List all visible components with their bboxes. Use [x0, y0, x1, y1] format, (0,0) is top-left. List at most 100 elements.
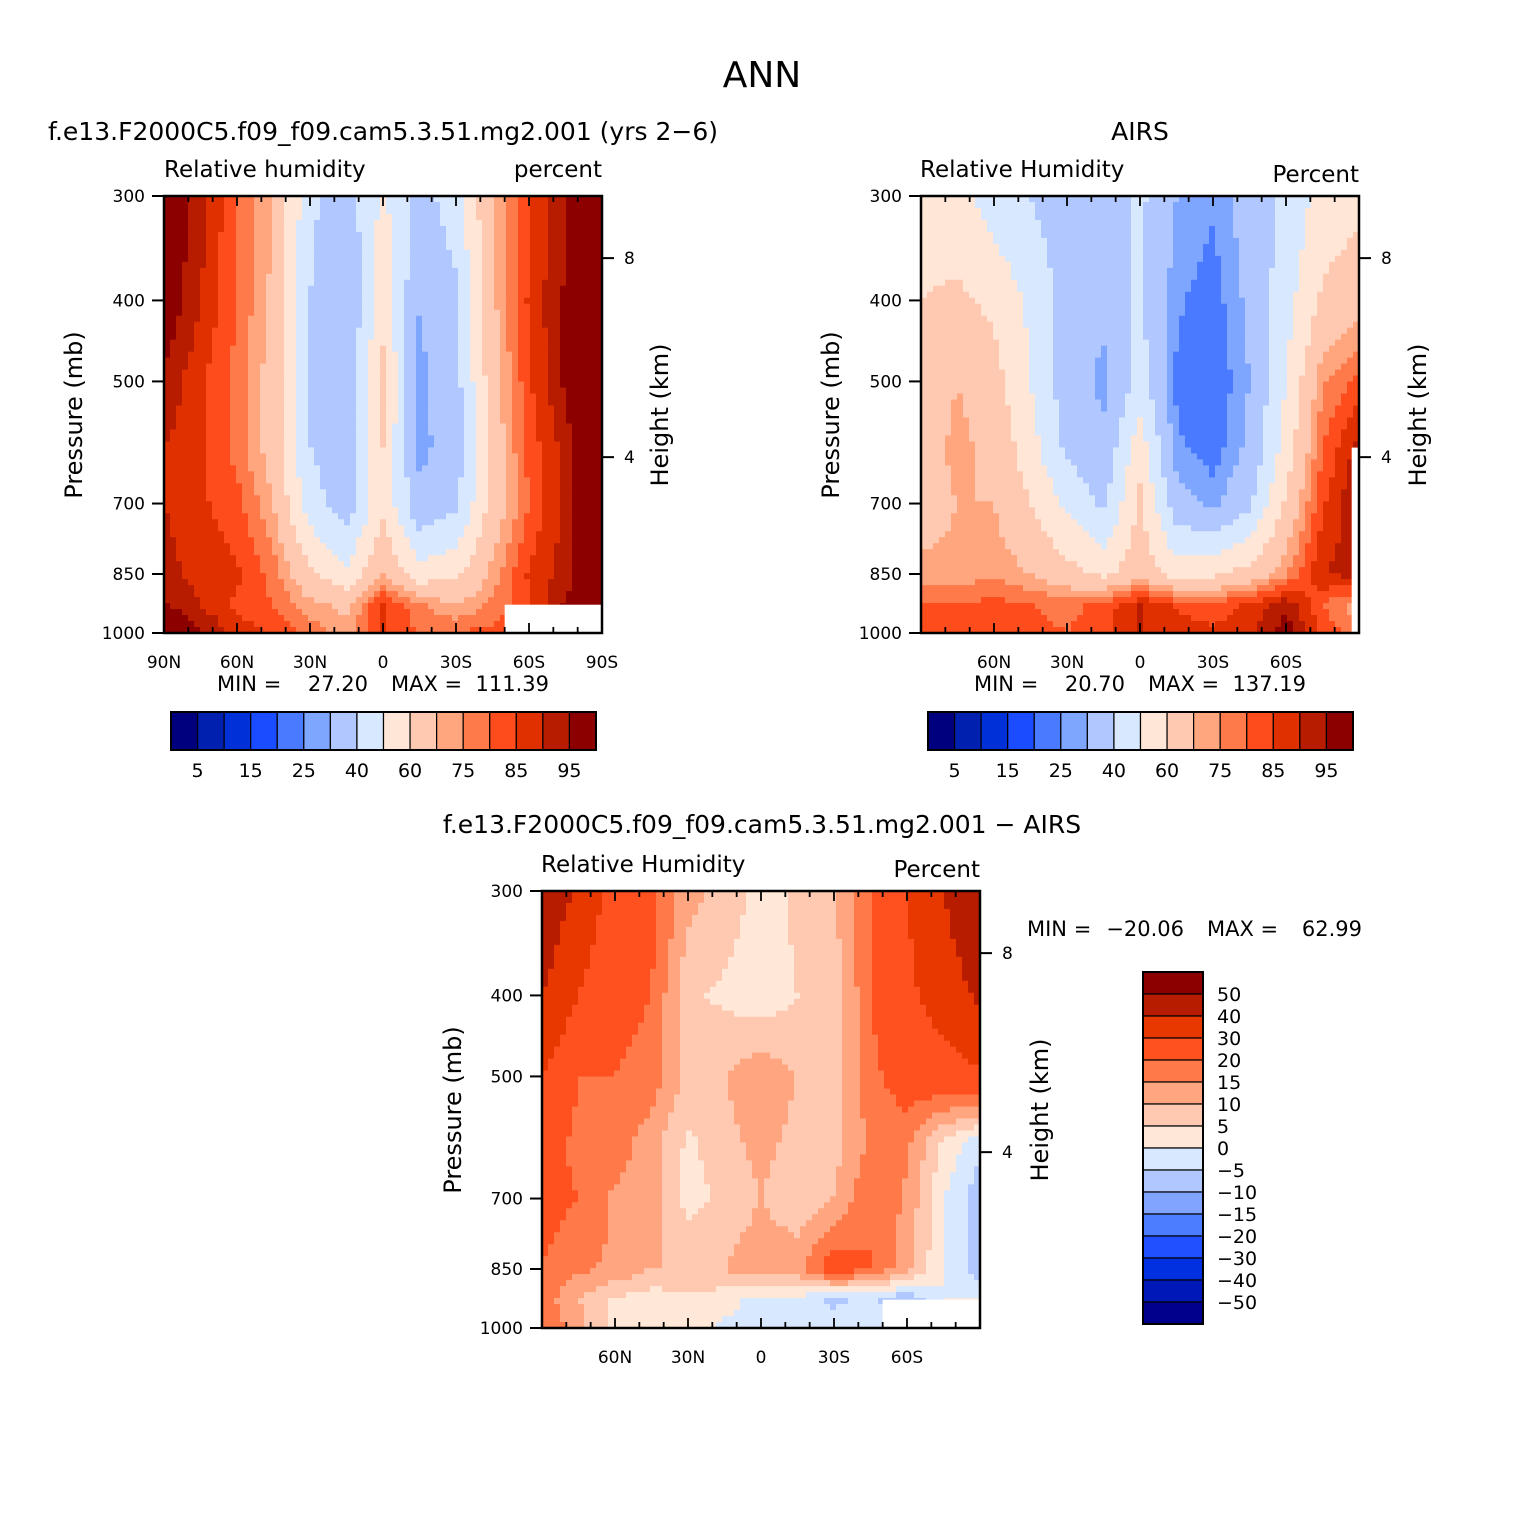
contour-cell [458, 591, 465, 598]
contour-cell [488, 333, 495, 341]
contour-cell [200, 237, 207, 245]
contour-cell [284, 297, 291, 305]
contour-cell [320, 465, 327, 472]
contour-cell [572, 441, 579, 449]
contour-cell [494, 561, 501, 568]
contour-cell [374, 477, 381, 484]
contour-cell [164, 363, 171, 371]
contour-cell [446, 549, 453, 556]
contour-cell [218, 567, 225, 574]
contour-cell [530, 393, 537, 401]
contour-cell [338, 597, 345, 604]
contour-cell [164, 351, 171, 359]
contour-cell [506, 435, 513, 443]
contour-cell [224, 501, 231, 508]
contour-cell [440, 417, 447, 425]
contour-cell [164, 213, 171, 221]
contour-cell [278, 381, 285, 389]
contour-cell [518, 495, 525, 502]
contour-cell [314, 567, 321, 574]
contour-cell [506, 231, 513, 239]
contour-cell [362, 459, 369, 466]
contour-cell [302, 303, 309, 311]
contour-cell [416, 207, 423, 215]
contour-cell [398, 483, 405, 490]
contour-cell [230, 249, 237, 257]
contour-cell [416, 399, 423, 407]
contour-cell [584, 597, 591, 604]
contour-cell [362, 423, 369, 431]
contour-cell [506, 507, 513, 514]
contour-cell [488, 249, 495, 257]
contour-cell [434, 507, 441, 514]
contour-cell [410, 201, 417, 209]
contour-cell [410, 513, 417, 520]
contour-cell [212, 285, 219, 293]
contour-cell [326, 477, 333, 484]
contour-cell [392, 381, 399, 389]
contour-cell [326, 543, 333, 550]
contour-cell [440, 351, 447, 359]
contour-cell [164, 447, 171, 455]
contour-cell [446, 225, 453, 233]
contour-cell [392, 291, 399, 299]
contour-cell [332, 219, 339, 227]
contour-cell [572, 339, 579, 347]
contour-cell [296, 291, 303, 299]
contour-cell [200, 255, 207, 263]
contour-cell [488, 585, 495, 592]
contour-cell [296, 537, 303, 544]
contour-cell [422, 279, 429, 287]
contour-cell [266, 285, 273, 293]
contour-cell [560, 285, 567, 293]
contour-cell [398, 201, 405, 209]
contour-cell [356, 243, 363, 251]
contour-cell [590, 351, 597, 359]
contour-cell [230, 255, 237, 263]
contour-cell [536, 351, 543, 359]
contour-cell [452, 543, 459, 550]
contour-cell [452, 567, 459, 574]
contour-cell [392, 507, 399, 514]
contour-cell [566, 315, 573, 323]
contour-cell [260, 207, 267, 215]
contour-cell [284, 549, 291, 556]
contour-cell [368, 417, 375, 425]
contour-cell [200, 267, 207, 275]
contour-cell [242, 357, 249, 365]
contour-cell [350, 519, 357, 526]
contour-cell [200, 483, 207, 490]
contour-cell [218, 255, 225, 263]
contour-cell [410, 387, 417, 395]
contour-cell [254, 435, 261, 443]
contour-cell [506, 213, 513, 221]
contour-cell [176, 363, 183, 371]
contour-cell [584, 375, 591, 383]
contour-cell [554, 459, 561, 466]
contour-cell [530, 357, 537, 365]
contour-cell [584, 465, 591, 472]
contour-cell [536, 261, 543, 269]
contour-cell [266, 507, 273, 514]
contour-cell [488, 537, 495, 544]
contour-cell [416, 549, 423, 556]
contour-cell [182, 531, 189, 538]
contour-cell [530, 567, 537, 574]
contour-cell [284, 219, 291, 227]
contour-cell [524, 597, 531, 604]
contour-cell [572, 423, 579, 431]
contour-cell [512, 417, 519, 425]
contour-cell [434, 237, 441, 245]
contour-cell [440, 285, 447, 293]
contour-cell [194, 196, 201, 203]
contour-cell [362, 363, 369, 371]
contour-cell [290, 201, 297, 209]
contour-cell [338, 357, 345, 365]
contour-cell [428, 375, 435, 383]
contour-cell [482, 543, 489, 550]
contour-cell [584, 423, 591, 431]
contour-cell [320, 531, 327, 538]
contour-cell [308, 345, 315, 353]
contour-cell [452, 291, 459, 299]
contour-cell [554, 369, 561, 377]
